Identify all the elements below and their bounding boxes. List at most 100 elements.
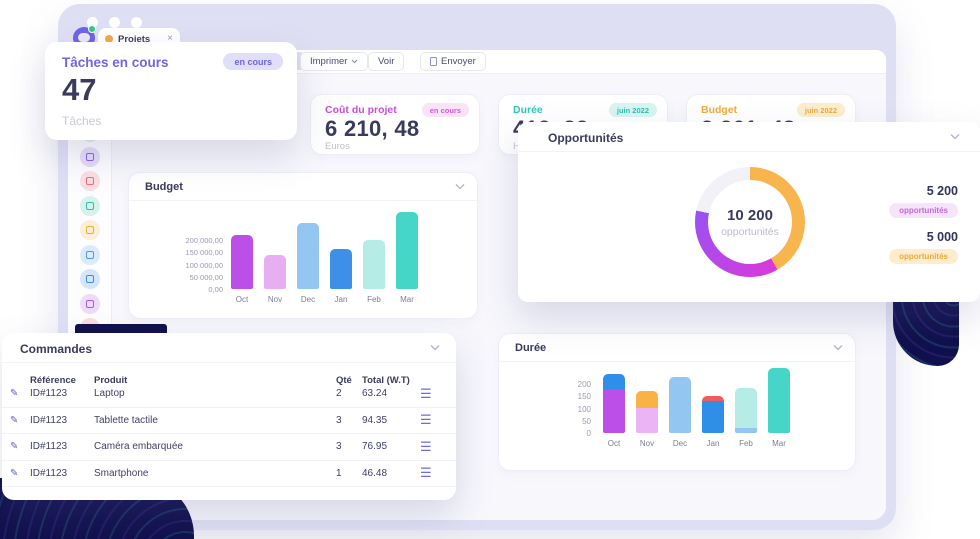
row-menu-icon[interactable]: ☰ bbox=[420, 412, 432, 428]
x-axis-label: Mar bbox=[772, 439, 786, 448]
y-axis-tick: 150 000,00 bbox=[185, 248, 223, 258]
status-badge: juin 2022 bbox=[608, 103, 657, 117]
row-menu-icon[interactable]: ☰ bbox=[420, 385, 432, 401]
calendar-icon bbox=[86, 275, 94, 283]
tasks-count: 47 bbox=[62, 72, 97, 107]
sidebar-item-cart-icon[interactable] bbox=[80, 146, 100, 167]
table-row: ✎ ID#1123 Tablette tactile 3 94.35 ☰ bbox=[2, 408, 456, 434]
cell-qte: 1 bbox=[336, 467, 342, 479]
card-header bbox=[499, 334, 855, 362]
stacked-bar-jan bbox=[702, 396, 724, 433]
cell-total: 76.95 bbox=[362, 441, 388, 453]
bar-segment bbox=[702, 396, 724, 402]
send-button-label: Envoyer bbox=[441, 56, 476, 67]
send-button[interactable]: Envoyer bbox=[420, 52, 486, 71]
sidebar-item-phone-icon[interactable] bbox=[80, 244, 100, 265]
window-control-dot-1[interactable] bbox=[87, 17, 98, 28]
status-badge: juin 2022 bbox=[796, 103, 845, 117]
stacked-bar-oct bbox=[603, 374, 625, 433]
column-header: Total (W.T) bbox=[362, 374, 410, 386]
document-icon bbox=[430, 57, 437, 66]
card-title: Commandes bbox=[20, 342, 93, 356]
bar-oct bbox=[231, 235, 253, 289]
bar-segment bbox=[735, 428, 757, 433]
chevron-down-icon bbox=[352, 59, 358, 64]
table-body: ✎ ID#1123 Laptop 2 63.24 ☰ ✎ ID#1123 Tablette ta… bbox=[2, 381, 456, 487]
card-header bbox=[518, 122, 980, 152]
cell-qte: 3 bbox=[336, 414, 342, 426]
legend-badge: opportunités bbox=[889, 249, 958, 264]
bar-segment bbox=[636, 391, 658, 409]
view-button[interactable]: Voir bbox=[368, 52, 405, 71]
collapse-chevron-icon[interactable] bbox=[455, 183, 465, 191]
column-header: Référence bbox=[30, 374, 76, 386]
y-axis-tick: 100 000,00 bbox=[185, 260, 223, 270]
x-axis-label: Feb bbox=[367, 295, 381, 304]
y-axis-tick: 150 bbox=[577, 392, 591, 402]
window-control-dot-2[interactable] bbox=[109, 17, 120, 28]
kpi-title: Coût du projet bbox=[325, 104, 397, 116]
card-header bbox=[2, 333, 456, 363]
card-title: Tâches en cours bbox=[62, 55, 169, 70]
bar-segment bbox=[768, 368, 790, 433]
file-icon bbox=[86, 226, 94, 234]
view-button-label: Voir bbox=[378, 56, 395, 67]
card-title: Opportunités bbox=[548, 131, 624, 145]
y-axis-tick: 50 bbox=[582, 416, 591, 426]
y-axis-tick: 0 bbox=[586, 429, 591, 438]
edit-icon[interactable]: ✎ bbox=[10, 467, 19, 479]
table-row: ✎ ID#1123 Caméra embarquée 3 76.95 ☰ bbox=[2, 434, 456, 461]
stacked-bar-nov bbox=[636, 391, 658, 433]
wallet-icon bbox=[86, 201, 94, 210]
window-control-dot-3[interactable] bbox=[131, 17, 142, 28]
sidebar-item-wallet-icon[interactable] bbox=[80, 195, 100, 216]
x-axis-label: Jan bbox=[334, 295, 348, 304]
kpi-title: Durée bbox=[513, 104, 543, 116]
row-menu-icon[interactable]: ☰ bbox=[420, 438, 432, 454]
tab-favicon-icon bbox=[105, 35, 113, 43]
y-axis-tick: 50 000,00 bbox=[189, 272, 223, 282]
cell-produit: Tablette tactile bbox=[94, 414, 158, 426]
edit-icon[interactable]: ✎ bbox=[10, 414, 19, 426]
kpi-value: 6 210, 48 bbox=[325, 116, 420, 141]
sidebar-item-clock-icon[interactable] bbox=[80, 171, 100, 191]
collapse-chevron-icon[interactable] bbox=[833, 344, 843, 352]
donut-legend-item: 5 200 opportunités bbox=[858, 184, 958, 218]
cell-reference: ID#1123 bbox=[30, 467, 68, 479]
bar-feb bbox=[363, 240, 385, 289]
tab-close-icon[interactable]: × bbox=[167, 33, 173, 44]
cart-icon bbox=[86, 152, 94, 161]
kpi-card-cout-du-projet: Coût du projet en cours 6 210, 48 Euros bbox=[310, 94, 480, 155]
table-row: ✎ ID#1123 Laptop 2 63.24 ☰ bbox=[2, 381, 456, 408]
opportunites-donut-chart bbox=[695, 167, 805, 277]
sidebar-item-package-icon[interactable] bbox=[80, 293, 100, 314]
collapse-chevron-icon[interactable] bbox=[950, 133, 960, 141]
edit-icon[interactable]: ✎ bbox=[10, 441, 19, 453]
stacked-bar-feb bbox=[735, 387, 757, 433]
cell-reference: ID#1123 bbox=[30, 414, 68, 426]
phone-icon bbox=[86, 250, 94, 259]
x-axis-label: Dec bbox=[672, 439, 688, 448]
collapse-chevron-icon[interactable] bbox=[430, 344, 440, 352]
x-axis-label: Oct bbox=[607, 439, 621, 448]
x-axis-label: Dec bbox=[300, 295, 316, 304]
column-header: Produit bbox=[94, 374, 128, 386]
kpi-unit: Euros bbox=[325, 141, 350, 152]
clock-icon bbox=[86, 177, 94, 185]
row-menu-icon[interactable]: ☰ bbox=[420, 465, 432, 481]
stacked-bar-mar bbox=[768, 368, 790, 433]
kpi-title: Budget bbox=[701, 104, 738, 116]
status-badge: en cours bbox=[223, 53, 283, 70]
tasks-label: Tâches bbox=[62, 114, 102, 128]
commandes-card: Commandes Référence Produit Qté Total (W… bbox=[2, 333, 456, 500]
edit-icon[interactable]: ✎ bbox=[10, 388, 19, 400]
cell-produit: Laptop bbox=[94, 388, 125, 400]
sidebar-item-calendar-icon[interactable] bbox=[80, 269, 100, 289]
print-button[interactable]: Imprimer bbox=[300, 52, 369, 71]
sidebar-item-file-icon[interactable] bbox=[80, 220, 100, 240]
duree-chart-card: Durée 200 150 100 50 0 Oct Nov Dec Jan Feb Mar bbox=[498, 333, 856, 471]
duree-stacked-bar-chart: 200 150 100 50 0 Oct Nov Dec Jan Feb Mar bbox=[499, 334, 857, 472]
package-icon bbox=[86, 299, 94, 308]
x-axis-label: Oct bbox=[235, 295, 249, 304]
